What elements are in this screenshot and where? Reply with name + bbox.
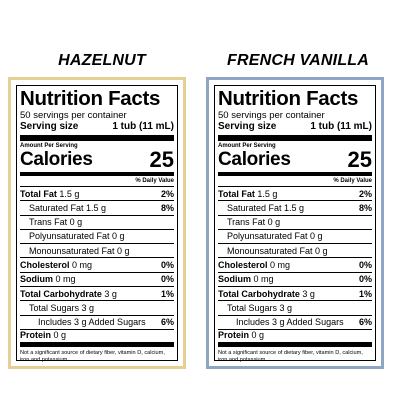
servings-per-container: 50 servings per container xyxy=(20,110,127,121)
saturated-fat-label: Saturated Fat 1.5 g xyxy=(227,202,305,213)
trans-fat-label: Trans Fat 0 g xyxy=(29,217,83,228)
cholesterol-amount: 0 mg xyxy=(267,259,291,270)
trans-fat-row: Trans Fat 0 g xyxy=(20,216,174,230)
total-carbohydrate-row: Total Carbohydrate 3 g 1% xyxy=(218,287,372,302)
added-sugars-label: Includes 3 g Added Sugars xyxy=(236,317,344,328)
cholesterol-label: Cholesterol xyxy=(218,259,268,270)
serving-size-label: Serving size xyxy=(20,121,79,132)
calories-row: Calories 25 xyxy=(218,147,372,176)
sodium-row: Sodium 0 mg 0% xyxy=(218,273,372,288)
sodium-label: Sodium xyxy=(20,274,53,285)
total-fat-row: Total Fat 1.5 g 2% xyxy=(20,187,174,202)
added-sugars-dv: 6% xyxy=(160,317,174,328)
calories-row: Calories 25 xyxy=(20,147,174,176)
sodium-amount: 0 mg xyxy=(53,274,76,285)
nutrition-label: Nutrition Facts 50 servings per containe… xyxy=(16,85,178,363)
protein-row: Protein 0 g xyxy=(218,330,372,347)
trans-fat-row: Trans Fat 0 g xyxy=(218,216,372,230)
flavor-title-french-vanilla: FRENCH VANILLA xyxy=(226,52,370,69)
trans-fat-label: Trans Fat 0 g xyxy=(227,217,281,228)
polyunsaturated-fat-row: Polyunsaturated Fat 0 g xyxy=(20,230,174,245)
added-sugars-row: Includes 3 g Added Sugars 6% xyxy=(218,316,372,330)
daily-value-header: % Daily Value xyxy=(20,176,174,187)
total-fat-label: Total Fat xyxy=(20,188,57,199)
nutrition-title: Nutrition Facts xyxy=(218,87,359,110)
cholesterol-dv: 0% xyxy=(358,259,372,270)
protein-label: Protein xyxy=(218,330,250,341)
added-sugars-dv: 6% xyxy=(358,317,372,328)
cholesterol-amount: 0 mg xyxy=(69,259,93,270)
total-sugars-row: Total Sugars 3 g xyxy=(20,301,174,316)
cholesterol-dv: 0% xyxy=(160,259,174,270)
monounsaturated-fat-row: Monounsaturated Fat 0 g xyxy=(20,244,174,259)
added-sugars-label: Includes 3 g Added Sugars xyxy=(38,317,146,328)
total-fat-label: Total Fat xyxy=(218,188,255,199)
total-carbohydrate-amount: 3 g xyxy=(299,288,315,299)
total-carbohydrate-dv: 1% xyxy=(358,288,372,299)
footnote: Not a significant source of dietary fibe… xyxy=(218,349,363,363)
total-sugars-label: Total Sugars 3 g xyxy=(29,302,95,313)
total-fat-amount: 1.5 g xyxy=(254,188,278,199)
polyunsaturated-fat-row: Polyunsaturated Fat 0 g xyxy=(218,230,372,245)
polyunsaturated-fat-label: Polyunsaturated Fat 0 g xyxy=(29,231,125,242)
protein-label: Protein xyxy=(20,330,52,341)
sodium-row: Sodium 0 mg 0% xyxy=(20,273,174,288)
cholesterol-label: Cholesterol xyxy=(20,259,70,270)
total-carbohydrate-label: Total Carbohydrate xyxy=(218,288,300,299)
nutrition-panel-french-vanilla: Nutrition Facts 50 servings per containe… xyxy=(206,77,384,369)
total-sugars-row: Total Sugars 3 g xyxy=(218,301,372,316)
total-sugars-label: Total Sugars 3 g xyxy=(227,302,293,313)
calories-value: 25 xyxy=(149,147,174,172)
serving-size-value: 1 tub (11 mL) xyxy=(112,121,174,132)
sodium-dv: 0% xyxy=(160,274,174,285)
sodium-dv: 0% xyxy=(358,274,372,285)
saturated-fat-dv: 8% xyxy=(160,202,174,213)
sodium-label: Sodium xyxy=(218,274,251,285)
nutrition-panel-hazelnut: Nutrition Facts 50 servings per containe… xyxy=(8,77,186,369)
serving-size-row: Serving size 1 tub (11 mL) xyxy=(20,121,174,141)
serving-size-label: Serving size xyxy=(218,121,277,132)
nutrition-label: Nutrition Facts 50 servings per containe… xyxy=(214,85,376,363)
calories-label: Calories xyxy=(20,149,93,170)
protein-amount: 0 g xyxy=(249,330,265,341)
monounsaturated-fat-label: Monounsaturated Fat 0 g xyxy=(227,245,328,256)
amount-per-serving: Amount Per Serving xyxy=(218,143,276,149)
amount-per-serving: Amount Per Serving xyxy=(20,143,78,149)
total-carbohydrate-label: Total Carbohydrate xyxy=(20,288,102,299)
calories-value: 25 xyxy=(347,147,372,172)
cholesterol-row: Cholesterol 0 mg 0% xyxy=(20,258,174,273)
saturated-fat-row: Saturated Fat 1.5 g 8% xyxy=(20,201,174,216)
total-carbohydrate-dv: 1% xyxy=(160,288,174,299)
servings-per-container: 50 servings per container xyxy=(218,110,325,121)
flavor-title-hazelnut: HAZELNUT xyxy=(58,52,146,69)
serving-size-value: 1 tub (11 mL) xyxy=(310,121,372,132)
sodium-amount: 0 mg xyxy=(251,274,274,285)
saturated-fat-dv: 8% xyxy=(358,202,372,213)
saturated-fat-label: Saturated Fat 1.5 g xyxy=(29,202,107,213)
protein-amount: 0 g xyxy=(51,330,67,341)
total-fat-row: Total Fat 1.5 g 2% xyxy=(218,187,372,202)
footnote: Not a significant source of dietary fibe… xyxy=(20,349,165,363)
monounsaturated-fat-row: Monounsaturated Fat 0 g xyxy=(218,244,372,259)
calories-label: Calories xyxy=(218,149,291,170)
monounsaturated-fat-label: Monounsaturated Fat 0 g xyxy=(29,245,130,256)
total-fat-dv: 2% xyxy=(358,188,372,199)
nutrition-title: Nutrition Facts xyxy=(20,87,161,110)
total-carbohydrate-amount: 3 g xyxy=(101,288,117,299)
daily-value-header: % Daily Value xyxy=(218,176,372,187)
polyunsaturated-fat-label: Polyunsaturated Fat 0 g xyxy=(227,231,323,242)
total-fat-amount: 1.5 g xyxy=(56,188,80,199)
saturated-fat-row: Saturated Fat 1.5 g 8% xyxy=(218,201,372,216)
added-sugars-row: Includes 3 g Added Sugars 6% xyxy=(20,316,174,330)
total-carbohydrate-row: Total Carbohydrate 3 g 1% xyxy=(20,287,174,302)
serving-size-row: Serving size 1 tub (11 mL) xyxy=(218,121,372,141)
protein-row: Protein 0 g xyxy=(20,330,174,347)
total-fat-dv: 2% xyxy=(160,188,174,199)
cholesterol-row: Cholesterol 0 mg 0% xyxy=(218,258,372,273)
